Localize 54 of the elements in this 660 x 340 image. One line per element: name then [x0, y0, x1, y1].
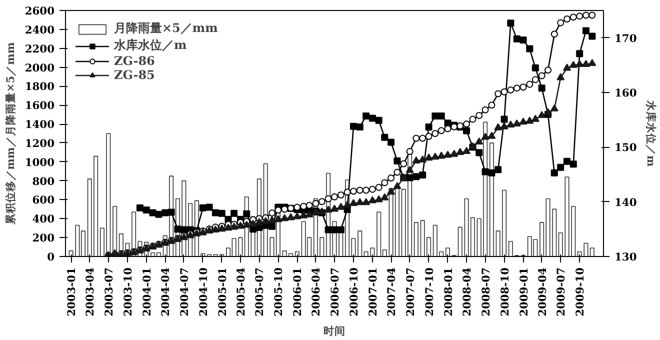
y-tick-label: 1400 — [24, 118, 55, 132]
legend-label: ZG-86 — [114, 54, 155, 68]
x-tick-label: 2004-01 — [140, 267, 154, 316]
x-tick-label: 2008-04 — [460, 267, 474, 316]
y-tick-label: 0 — [47, 250, 55, 264]
y-tick-label: 800 — [32, 174, 55, 188]
y2-tick-label: 170 — [614, 32, 637, 45]
x-tick-label: 2005-07 — [253, 267, 266, 316]
y-tick-label: 1000 — [24, 156, 55, 169]
y-tick-label: 2400 — [24, 23, 55, 36]
x-tick-label: 2008-10 — [498, 267, 512, 316]
y-tick-label: 1200 — [24, 136, 55, 150]
x-tick-label: 2003-10 — [121, 267, 134, 316]
y2-tick-label: 160 — [614, 86, 637, 100]
x-tick-label: 2005-01 — [216, 267, 229, 316]
x-tick-label: 2004-10 — [196, 267, 210, 316]
y-tick-label: 400 — [32, 212, 55, 226]
y2-tick-label: 150 — [614, 141, 637, 154]
y-tick-label: 200 — [32, 232, 55, 245]
y-tick-label: 1800 — [24, 80, 55, 94]
y-tick-label: 2600 — [24, 4, 55, 18]
x-tick-label: 2005-10 — [272, 267, 286, 316]
x-tick-label: 2007-04 — [385, 267, 398, 316]
y2-tick-label: 140 — [614, 196, 637, 209]
x-tick-label: 2003-04 — [84, 267, 97, 316]
x-tick-label: 2007-01 — [366, 267, 380, 316]
x-tick-label: 2008-07 — [479, 267, 492, 316]
x-tick-label: 2007-10 — [422, 267, 436, 316]
y-tick-label: 2000 — [24, 61, 55, 74]
x-axis-title: 时间 — [324, 324, 346, 338]
x-tick-label: 2006-07 — [328, 267, 342, 316]
x-tick-label: 2009-01 — [517, 267, 530, 316]
x-tick-label: 2003-01 — [65, 267, 78, 316]
x-tick-label: 2004-04 — [159, 267, 172, 316]
x-tick-label: 2006-01 — [291, 267, 304, 316]
y-tick-label: 2200 — [24, 42, 55, 56]
y2-axis-title: 水库水位／m — [644, 99, 658, 168]
y-tick-label: 1600 — [24, 99, 55, 112]
x-tick-label: 2006-10 — [347, 267, 360, 316]
x-tick-label: 2009-07 — [554, 267, 568, 316]
legend-label: 水库水位／m — [114, 37, 187, 54]
x-tick-label: 2005-04 — [234, 267, 248, 316]
y-axis-title: 累积位移／mm／月降雨量×5／mm — [4, 42, 17, 226]
x-tick-label: 2008-01 — [442, 267, 455, 316]
x-tick-label: 2004-07 — [178, 267, 191, 316]
legend-label: ZG-85 — [114, 68, 155, 82]
x-tick-label: 2007-07 — [404, 267, 417, 316]
x-tick-label: 2006-04 — [310, 267, 323, 316]
x-tick-label: 2003-07 — [102, 267, 116, 316]
legend-label: 月降雨量×5／mm — [114, 20, 218, 37]
y-tick-label: 600 — [32, 194, 55, 207]
x-tick-label: 2009-04 — [536, 267, 549, 316]
x-tick-label: 2009-10 — [574, 267, 587, 316]
y2-tick-label: 130 — [614, 250, 637, 264]
